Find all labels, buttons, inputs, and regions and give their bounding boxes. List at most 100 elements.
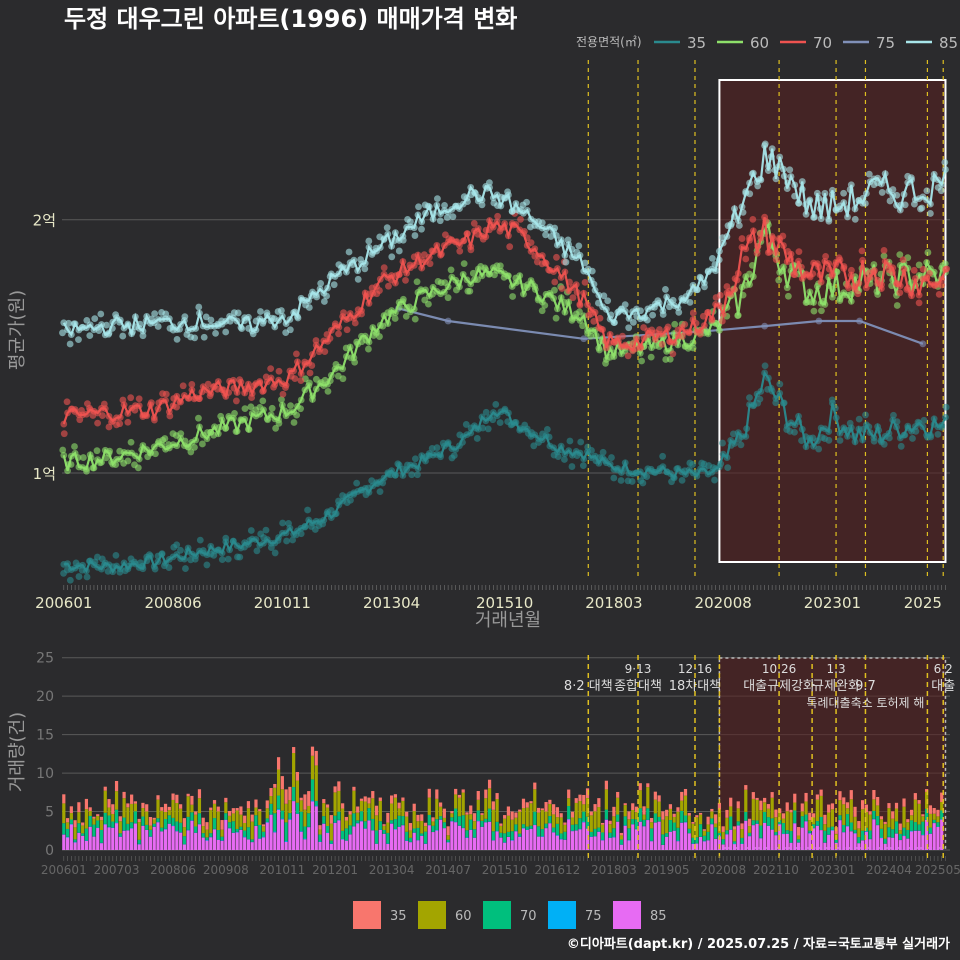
volume-bar-70 [209, 833, 213, 837]
volume-bar-35 [133, 801, 137, 804]
volume-bar-35 [646, 783, 650, 788]
volume-bar-85 [69, 824, 73, 850]
price-point-35 [450, 452, 458, 459]
volume-bar-60 [209, 810, 213, 834]
volume-bar-60 [909, 815, 914, 821]
volume-bar-35 [227, 810, 232, 816]
volume-bar-85 [220, 840, 224, 850]
volume-bar-60 [197, 798, 202, 814]
volume-bar-70 [796, 839, 801, 843]
volume-bar-35 [450, 811, 454, 814]
volume-bar-70 [487, 808, 492, 822]
volume-bar-70 [382, 829, 386, 834]
volume-bar-70 [88, 815, 92, 827]
volume-bar-70 [420, 833, 424, 836]
volume-bar-85 [729, 829, 733, 850]
volume-bar-60 [194, 814, 198, 827]
volume-bar-35 [96, 814, 100, 816]
volume-bar-70 [182, 836, 186, 845]
price-point-70 [689, 309, 697, 317]
volume-bar-60 [623, 805, 627, 817]
volume-bar-70 [280, 810, 284, 819]
volume-bar-60 [363, 801, 367, 822]
volume-bar-60 [390, 803, 394, 821]
price-point-60 [134, 464, 142, 472]
price-point-85 [173, 335, 181, 343]
volume-bar-60 [405, 816, 409, 832]
price-point-35 [236, 553, 244, 561]
volume-bar-60 [796, 835, 801, 840]
volume-bar-35 [521, 798, 526, 809]
volume-bar-35 [472, 813, 477, 822]
price-point-70 [100, 400, 108, 408]
volume-bar-60 [876, 805, 880, 817]
volume-bar-70 [371, 818, 375, 831]
price-point-70 [848, 266, 855, 274]
volume-bar-85 [92, 836, 96, 850]
volume-bar-35 [925, 789, 929, 792]
price-point-85 [361, 265, 369, 273]
volume-bar-60 [179, 808, 183, 823]
volume-bar-60 [359, 800, 364, 812]
volume-bar-85 [815, 825, 819, 850]
volume-bar-70 [706, 831, 710, 841]
volume-bar-75 [683, 821, 688, 823]
volume-bar-60 [714, 823, 718, 828]
volume-bar-60 [152, 819, 156, 824]
price-point-70 [795, 248, 803, 255]
price-point-70 [267, 365, 275, 373]
price-point-35 [279, 519, 287, 527]
volume-bar-35 [702, 829, 706, 831]
volume-bar-60 [634, 812, 639, 820]
volume-bar-70 [631, 819, 635, 825]
volume-bar-75 [634, 828, 639, 830]
price-point-85 [937, 187, 945, 195]
price-point-85 [119, 332, 127, 340]
price-point-70 [553, 253, 560, 261]
volume-bar-70 [401, 816, 405, 825]
volume-bar-85 [416, 840, 420, 850]
volume-bar-35 [269, 788, 273, 797]
volume-bar-85 [732, 844, 737, 850]
price-point-70 [78, 406, 85, 414]
price-point-60 [93, 447, 101, 455]
volume-bar-35 [902, 798, 906, 807]
volume-bar-60 [510, 819, 514, 832]
volume-bar-35 [796, 827, 801, 836]
price-point-60 [638, 357, 646, 365]
volume-bar-70 [303, 826, 307, 839]
volume-bar-70 [484, 818, 488, 823]
volume-bar-60 [401, 800, 405, 817]
volume-bar-85 [141, 825, 145, 850]
volume-bar-70 [190, 812, 194, 821]
volume-bar-85 [691, 843, 695, 850]
price-point-70 [315, 348, 323, 356]
volume-bar-70 [936, 822, 940, 827]
volume-bar-35 [740, 823, 744, 830]
volume-bar-70 [386, 832, 390, 844]
price-point-85 [59, 329, 66, 337]
volume-bar-35 [284, 789, 288, 804]
price-point-70 [63, 398, 71, 406]
volume-bar-70 [442, 822, 446, 828]
price-point-85 [181, 313, 189, 320]
volume-bar-70 [559, 833, 563, 839]
volume-bar-70 [81, 833, 85, 836]
volume-bar-85 [525, 829, 529, 850]
volume-legend-label-60: 60 [455, 909, 472, 924]
volume-bar-70 [333, 815, 337, 823]
volume-bar-35 [216, 806, 220, 812]
price-point-35 [408, 471, 416, 479]
volume-bar-35 [341, 803, 345, 809]
price-point-70 [624, 352, 632, 360]
volume-bar-60 [348, 814, 352, 826]
price-point-85 [330, 281, 338, 289]
volume-bar-70 [480, 820, 484, 827]
volume-bar-70 [179, 822, 183, 833]
volume-bar-75 [510, 839, 514, 841]
price-point-35 [83, 573, 91, 581]
volume-bar-60 [597, 807, 601, 828]
volume-bar-60 [295, 780, 300, 803]
volume-bar-75 [747, 835, 752, 837]
